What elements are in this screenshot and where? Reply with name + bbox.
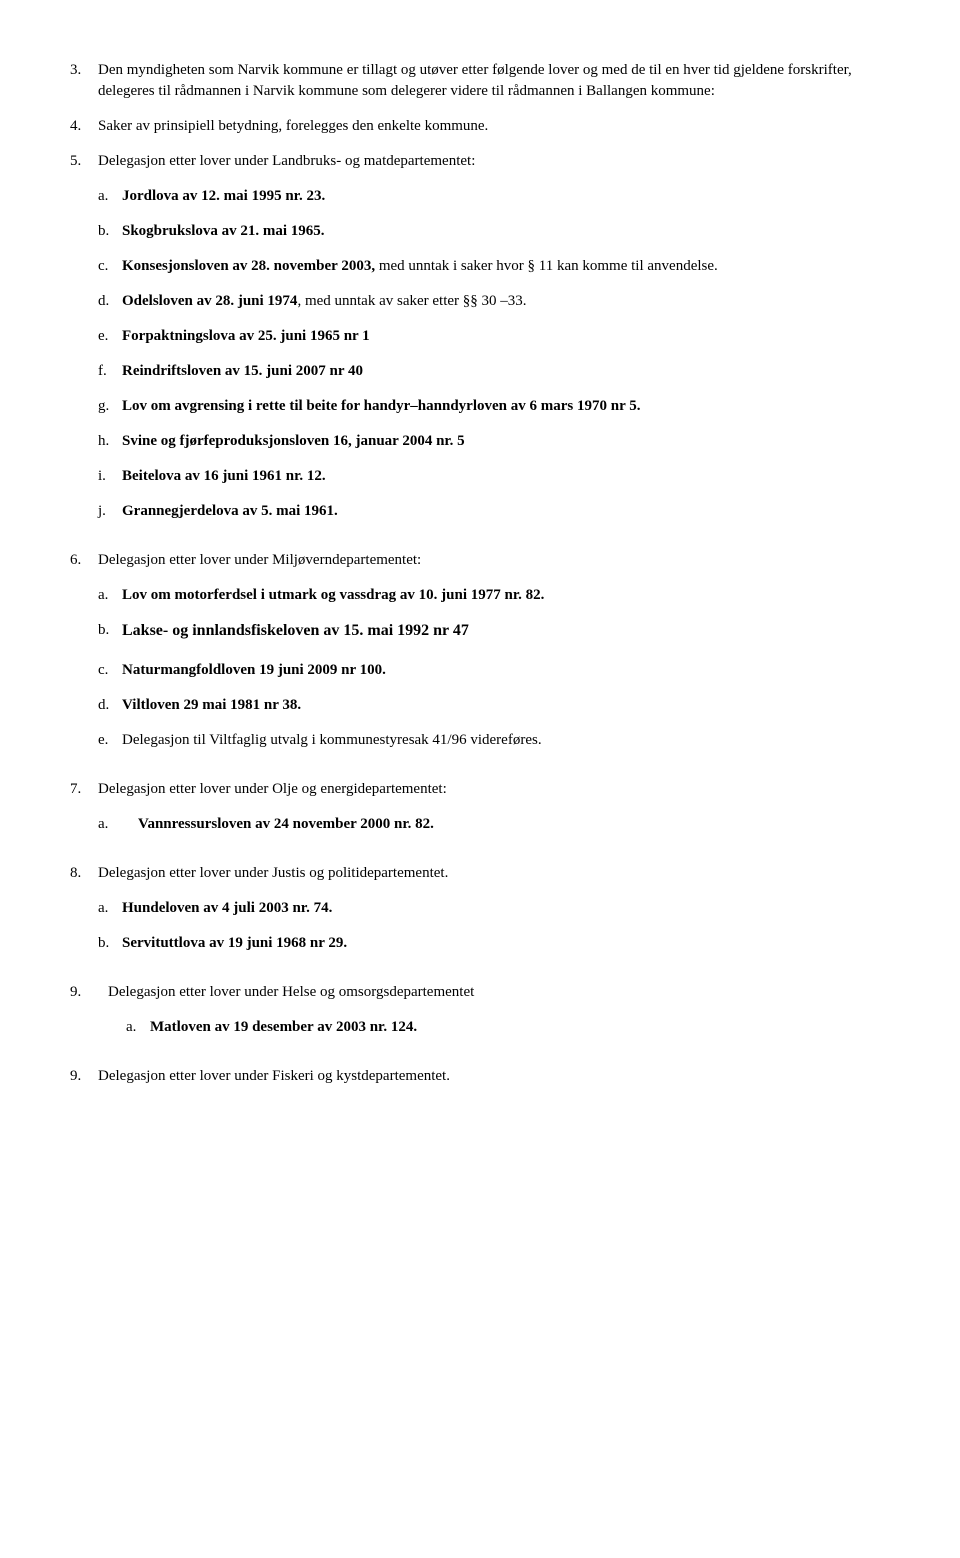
sub-item-6a: a. Lov om motorferdsel i utmark og vassd… (98, 585, 890, 606)
sub-bold: Lov om motorferdsel i utmark og vassdrag… (122, 585, 890, 606)
sub-num: c. (98, 660, 122, 681)
list-num: 9. (70, 982, 98, 1052)
sub-num: a. (98, 898, 122, 919)
list-item-5: 5. Delegasjon etter lover under Landbruk… (70, 151, 890, 536)
sub-item-9a: a. Matloven av 19 desember av 2003 nr. 1… (126, 1017, 890, 1038)
list-num: 4. (70, 116, 98, 137)
sub-num: e. (98, 326, 122, 347)
list-text: Delegasjon etter lover under Landbruks- … (98, 151, 890, 172)
sub-bold: Beitelova av 16 juni 1961 nr. 12. (122, 466, 890, 487)
sub-num: e. (98, 730, 122, 751)
list-num: 8. (70, 863, 98, 968)
sub-num: i. (98, 466, 122, 487)
sub-item-5c: c. Konsesjonsloven av 28. november 2003,… (98, 256, 890, 277)
list-text: Delegasjon etter lover under Justis og p… (98, 863, 890, 884)
sub-bold: Viltloven 29 mai 1981 nr 38. (122, 695, 890, 716)
sub-bold: Lakse- og innlandsfiskeloven av 15. mai … (122, 620, 890, 642)
sub-item-5i: i. Beitelova av 16 juni 1961 nr. 12. (98, 466, 890, 487)
sub-bold: Forpaktningslova av 25. juni 1965 nr 1 (122, 326, 890, 347)
list-num: 5. (70, 151, 98, 536)
sub-item-5b: b. Skogbrukslova av 21. mai 1965. (98, 221, 890, 242)
sub-item-5h: h. Svine og fjørfeproduksjonsloven 16, j… (98, 431, 890, 452)
sub-rest: med unntak i saker hvor § 11 kan komme t… (375, 258, 718, 274)
sub-item-5a: a. Jordlova av 12. mai 1995 nr. 23. (98, 186, 890, 207)
sub-rest: , med unntak av saker etter §§ 30 –33. (297, 293, 526, 309)
sub-num: a. (98, 814, 138, 835)
list-item-9: 9. Delegasjon etter lover under Helse og… (70, 982, 890, 1052)
list-item-9b: 9. Delegasjon etter lover under Fiskeri … (70, 1066, 890, 1087)
sub-label: Skogbrukslova av 21. mai 1965. (122, 221, 890, 242)
sub-num: a. (98, 585, 122, 606)
list-item-4: 4. Saker av prinsipiell betydning, forel… (70, 116, 890, 137)
sub-num: a. (126, 1017, 150, 1038)
sub-bold: Servituttlova av 19 juni 1968 nr 29. (122, 933, 890, 954)
sub-item-6b: b. Lakse- og innlandsfiskeloven av 15. m… (98, 620, 890, 642)
sub-num: b. (98, 933, 122, 954)
list-text: Delegasjon etter lover under Miljøvernde… (98, 550, 890, 571)
sub-item-7a: a. Vannressursloven av 24 november 2000 … (98, 814, 890, 835)
list-text: Den myndigheten som Narvik kommune er ti… (98, 60, 890, 102)
list-num: 7. (70, 779, 98, 849)
list-text: Delegasjon etter lover under Fiskeri og … (98, 1066, 890, 1087)
list-num: 3. (70, 60, 98, 102)
sub-num: b. (98, 620, 122, 642)
sub-bold: Svine og fjørfeproduksjonsloven 16, janu… (122, 431, 890, 452)
sub-item-5j: j. Grannegjerdelova av 5. mai 1961. (98, 501, 890, 522)
sub-item-6d: d. Viltloven 29 mai 1981 nr 38. (98, 695, 890, 716)
list-item-3: 3. Den myndigheten som Narvik kommune er… (70, 60, 890, 102)
list-item-6: 6. Delegasjon etter lover under Miljøver… (70, 550, 890, 765)
sub-bold: Hundeloven av 4 juli 2003 nr. 74. (122, 898, 890, 919)
sub-num: g. (98, 396, 122, 417)
sub-text: Delegasjon til Viltfaglig utvalg i kommu… (122, 730, 890, 751)
sub-item-8b: b. Servituttlova av 19 juni 1968 nr 29. (98, 933, 890, 954)
sub-bold: Odelsloven av 28. juni 1974 (122, 293, 297, 309)
sub-bold: Konsesjonsloven av 28. november 2003, (122, 258, 375, 274)
sub-item-5d: d. Odelsloven av 28. juni 1974, med unnt… (98, 291, 890, 312)
list-num: 6. (70, 550, 98, 765)
sub-bold: Reindriftsloven av 15. juni 2007 nr 40 (122, 361, 890, 382)
sub-item-6c: c. Naturmangfoldloven 19 juni 2009 nr 10… (98, 660, 890, 681)
sub-num: a. (98, 186, 122, 207)
sub-bold: Vannressursloven av 24 november 2000 nr.… (138, 814, 890, 835)
sub-item-8a: a. Hundeloven av 4 juli 2003 nr. 74. (98, 898, 890, 919)
list-text: Delegasjon etter lover under Olje og ene… (98, 779, 890, 800)
sub-bold: Matloven av 19 desember av 2003 nr. 124. (150, 1017, 890, 1038)
list-item-7: 7. Delegasjon etter lover under Olje og … (70, 779, 890, 849)
sub-bold: Grannegjerdelova av 5. mai 1961. (122, 501, 890, 522)
sub-item-5g: g. Lov om avgrensing i rette til beite f… (98, 396, 890, 417)
list-text: Delegasjon etter lover under Helse og om… (108, 982, 890, 1003)
list-num: 9. (70, 1066, 98, 1087)
sub-num: b. (98, 221, 122, 242)
sub-item-5e: e. Forpaktningslova av 25. juni 1965 nr … (98, 326, 890, 347)
sub-bold: Naturmangfoldloven 19 juni 2009 nr 100. (122, 660, 890, 681)
sub-num: d. (98, 695, 122, 716)
sub-item-5f: f. Reindriftsloven av 15. juni 2007 nr 4… (98, 361, 890, 382)
sub-num: f. (98, 361, 122, 382)
sub-num: d. (98, 291, 122, 312)
sub-num: c. (98, 256, 122, 277)
list-item-8: 8. Delegasjon etter lover under Justis o… (70, 863, 890, 968)
sub-label: Jordlova av 12. mai 1995 nr. 23. (122, 186, 890, 207)
sub-num: j. (98, 501, 122, 522)
sub-num: h. (98, 431, 122, 452)
sub-bold: Lov om avgrensing i rette til beite for … (122, 396, 890, 417)
list-text: Saker av prinsipiell betydning, forelegg… (98, 116, 890, 137)
sub-item-6e: e. Delegasjon til Viltfaglig utvalg i ko… (98, 730, 890, 751)
